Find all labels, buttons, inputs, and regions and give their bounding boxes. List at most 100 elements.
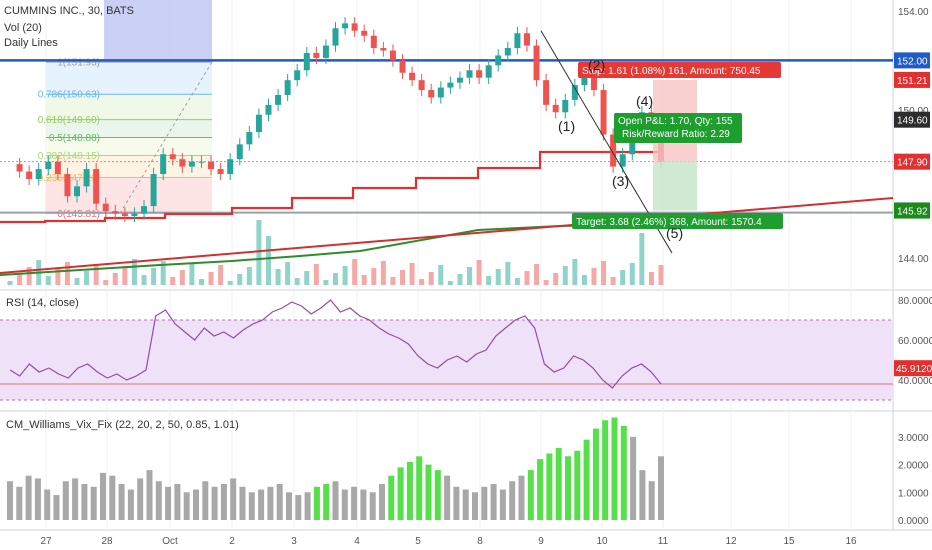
volume-bar: [639, 233, 645, 285]
target-label-bg: [572, 213, 783, 229]
fibonacci-retracement[interactable]: 1(151.93) 0.786(150.63) 0.618(149.60) 0.5(1…: [38, 0, 213, 220]
volume-bar: [495, 269, 501, 285]
candle-body: [188, 161, 195, 167]
volume-bar: [620, 270, 626, 285]
vix-title[interactable]: CM_Williams_Vix_Fix (22, 20, 2, 50, 0.85…: [6, 419, 239, 431]
vix-bar: [499, 489, 506, 520]
volume-bar: [151, 268, 157, 285]
volume-bar: [275, 269, 281, 285]
vix-bar: [416, 456, 423, 520]
candle-body: [590, 72, 597, 91]
candle-body: [265, 104, 272, 115]
vix-bar: [25, 475, 32, 520]
volume-bar: [390, 277, 396, 285]
volume-bar: [26, 267, 32, 285]
short-position-tool[interactable]: Stop: 1.61 (1.08%) 161, Amount: 750.45 Op…: [540, 30, 783, 254]
vix-bar: [620, 425, 627, 520]
vix-bar: [425, 464, 432, 520]
fib-level-label: 0.382(148.15): [38, 151, 100, 162]
volume-bar: [93, 264, 99, 285]
target-zone: [653, 161, 697, 211]
candle-body: [227, 159, 234, 175]
candle-body: [418, 80, 425, 91]
volume-bar: [380, 261, 386, 285]
vix-tick: 0.0000: [898, 516, 929, 527]
price-tick: 154.00: [898, 7, 929, 18]
volume-bar: [342, 266, 348, 285]
candle-body: [322, 45, 329, 58]
vix-bar: [146, 470, 153, 520]
volume-bar: [265, 236, 271, 285]
vix-bar: [453, 486, 460, 520]
vix-bar: [248, 492, 255, 520]
vix-bar: [639, 470, 646, 520]
candle-body: [533, 45, 540, 81]
volume-bar: [514, 278, 520, 285]
vix-bar: [658, 456, 664, 520]
volume-bar: [505, 262, 511, 285]
time-tick: 16: [845, 536, 857, 547]
volume-bar: [543, 280, 549, 285]
vix-bar: [127, 489, 134, 520]
volume-bar: [313, 264, 319, 285]
stop-label-bg: [578, 62, 781, 78]
volume-bar: [170, 277, 176, 285]
vix-bar: [72, 478, 79, 520]
vix-tick: 2.0000: [898, 461, 929, 472]
volume-bar: [294, 278, 300, 285]
volume-legend[interactable]: Vol (20): [4, 22, 42, 34]
volume-bars: [7, 220, 664, 285]
volume-bar: [371, 268, 377, 285]
volume-bar: [55, 269, 61, 285]
candle-body: [428, 90, 435, 98]
vix-bar: [286, 492, 292, 520]
time-tick: 15: [783, 536, 795, 547]
candle-body: [466, 70, 473, 78]
vix-bar: [527, 470, 534, 520]
vix-bar: [611, 417, 618, 520]
candle-body: [54, 161, 61, 175]
candle-body: [523, 33, 530, 46]
volume-bar: [361, 275, 367, 285]
candle-body: [217, 169, 224, 175]
vix-bar: [276, 483, 283, 520]
vix-bar: [230, 478, 237, 520]
daily-lines-legend[interactable]: Daily Lines: [4, 37, 58, 49]
candle-body: [342, 23, 349, 29]
volume-bar: [122, 266, 128, 285]
volume-bar: [428, 272, 434, 285]
volume-bar: [524, 271, 530, 285]
time-axis[interactable]: 27 28 Oct 2 3 4 5 8 9 10 11 12 15 16: [40, 536, 857, 547]
candle-body: [16, 164, 23, 172]
stop-label: Stop: 1.61 (1.08%) 161, Amount: 750.45: [582, 66, 761, 77]
volume-bar: [179, 270, 185, 285]
vix-bar: [555, 447, 562, 520]
vix-bar: [546, 453, 553, 520]
candle-body: [246, 132, 253, 145]
fib-band: [46, 177, 212, 214]
price-axis[interactable]: 154.00150.00146.00144.00152.00151.21149.…: [894, 7, 930, 265]
vix-bar: [34, 478, 41, 520]
elliott-wave-labels[interactable]: (1) (2) (3) (4) (5): [558, 57, 683, 241]
symbol-title[interactable]: CUMMINS INC., 30, BATS: [4, 5, 134, 17]
candle-body: [380, 48, 387, 51]
volume-bar: [572, 259, 578, 285]
vix-axis[interactable]: 3.0000 2.0000 1.0000 0.0000: [898, 433, 929, 527]
time-tick: 27: [40, 536, 52, 547]
vix-bar: [537, 459, 544, 520]
candle-body: [284, 80, 291, 95]
volume-bar: [553, 273, 559, 285]
candle-body: [581, 72, 588, 86]
candle-body: [543, 80, 550, 105]
rsi-title[interactable]: RSI (14, close): [6, 297, 79, 309]
rsi-tick: 60.0000: [898, 336, 932, 347]
price-badge-label: 149.60: [897, 116, 928, 127]
vix-bar: [332, 481, 339, 520]
candle-body: [150, 174, 157, 207]
vix-bar: [174, 483, 181, 520]
candle-body: [179, 159, 186, 167]
volume-bar: [189, 263, 195, 285]
candle-body: [610, 134, 617, 167]
